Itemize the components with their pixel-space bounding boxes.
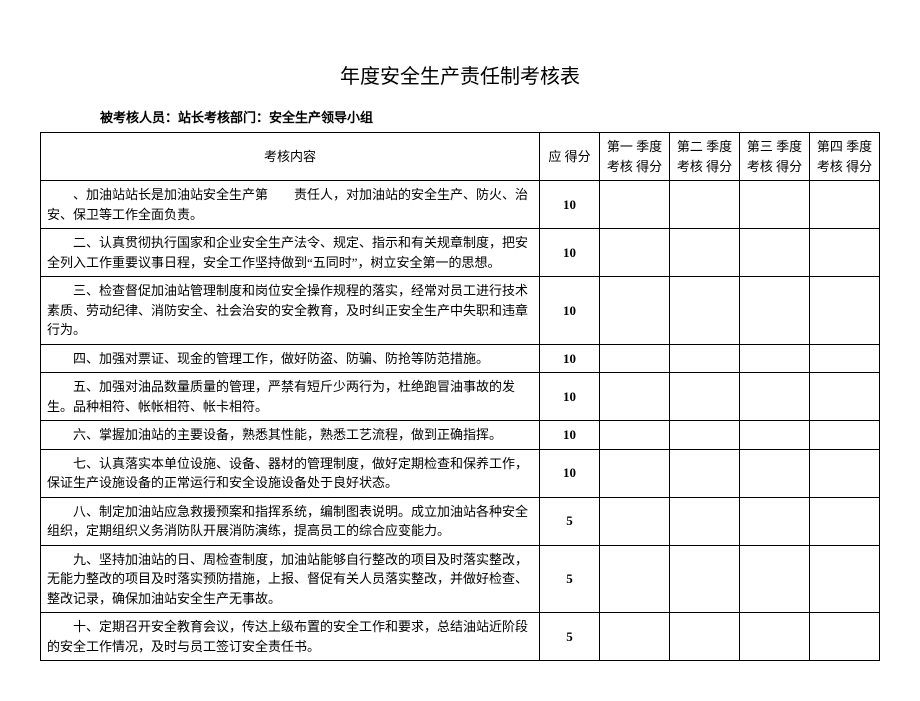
row-q3 [740, 613, 810, 661]
row-q4 [810, 373, 880, 421]
row-q4 [810, 497, 880, 545]
table-row: 四、加强对票证、现金的管理工作，做好防盗、防骗、防抢等防范措施。10 [41, 344, 880, 373]
row-content: 十、定期召开安全教育会议，传达上级布置的安全工作和要求，总结油站近阶段的安全工作… [41, 613, 540, 661]
row-q3 [740, 229, 810, 277]
row-q3 [740, 373, 810, 421]
row-q1 [600, 449, 670, 497]
row-content: 三、检查督促加油站管理制度和岗位安全操作规程的落实，经常对员工进行技术素质、劳动… [41, 277, 540, 345]
row-q1 [600, 545, 670, 613]
row-q3 [740, 545, 810, 613]
row-q1 [600, 229, 670, 277]
table-row: 五、加强对油品数量质量的管理，严禁有短斤少两行为，杜绝跑冒油事故的发生。品种相符… [41, 373, 880, 421]
table-row: 十、定期召开安全教育会议，传达上级布置的安全工作和要求，总结油站近阶段的安全工作… [41, 613, 880, 661]
row-q2 [670, 545, 740, 613]
row-content: 、加油站站长是加油站安全生产第 责任人，对加油站的安全生产、防火、治安、保卫等工… [41, 181, 540, 229]
row-q1 [600, 373, 670, 421]
row-q2 [670, 373, 740, 421]
row-q3 [740, 277, 810, 345]
row-score: 10 [540, 421, 600, 450]
row-score: 10 [540, 373, 600, 421]
col-q1: 第一 季度 考核 得分 [600, 133, 670, 181]
row-content: 八、制定加油站应急救援预案和指挥系统，编制图表说明。成立加油站各种安全组织，定期… [41, 497, 540, 545]
row-q4 [810, 344, 880, 373]
row-q4 [810, 277, 880, 345]
row-content: 四、加强对票证、现金的管理工作，做好防盗、防骗、防抢等防范措施。 [41, 344, 540, 373]
assessment-table: 考核内容 应 得分 第一 季度 考核 得分 第二 季度 考核 得分 第三 季度 … [40, 132, 880, 661]
row-score: 10 [540, 229, 600, 277]
row-q2 [670, 229, 740, 277]
row-q3 [740, 181, 810, 229]
row-q1 [600, 277, 670, 345]
col-ying: 应 得分 [540, 133, 600, 181]
row-q4 [810, 545, 880, 613]
row-score: 5 [540, 613, 600, 661]
row-q4 [810, 181, 880, 229]
col-q3: 第三 季度 考核 得分 [740, 133, 810, 181]
row-content: 二、认真贯彻执行国家和企业安全生产法令、规定、指示和有关规章制度，把安全列入工作… [41, 229, 540, 277]
row-q2 [670, 277, 740, 345]
row-score: 10 [540, 277, 600, 345]
row-q2 [670, 181, 740, 229]
row-score: 10 [540, 344, 600, 373]
row-score: 5 [540, 545, 600, 613]
row-content: 九、坚持加油站的日、周检查制度，加油站能够自行整改的项目及时落实整改，无能力整改… [41, 545, 540, 613]
row-q3 [740, 449, 810, 497]
row-q4 [810, 449, 880, 497]
row-q1 [600, 344, 670, 373]
row-q2 [670, 497, 740, 545]
row-q1 [600, 497, 670, 545]
row-q2 [670, 344, 740, 373]
table-row: 八、制定加油站应急救援预案和指挥系统，编制图表说明。成立加油站各种安全组织，定期… [41, 497, 880, 545]
col-q2: 第二 季度 考核 得分 [670, 133, 740, 181]
subhead: 被考核人员：站长考核部门：安全生产领导小组 [100, 107, 880, 126]
table-row: 六、掌握加油站的主要设备，熟悉其性能，熟悉工艺流程，做到正确指挥。10 [41, 421, 880, 450]
table-row: 、加油站站长是加油站安全生产第 责任人，对加油站的安全生产、防火、治安、保卫等工… [41, 181, 880, 229]
row-content: 六、掌握加油站的主要设备，熟悉其性能，熟悉工艺流程，做到正确指挥。 [41, 421, 540, 450]
row-q1 [600, 613, 670, 661]
row-q2 [670, 421, 740, 450]
row-q3 [740, 344, 810, 373]
row-q4 [810, 421, 880, 450]
table-row: 三、检查督促加油站管理制度和岗位安全操作规程的落实，经常对员工进行技术素质、劳动… [41, 277, 880, 345]
row-score: 5 [540, 497, 600, 545]
table-row: 二、认真贯彻执行国家和企业安全生产法令、规定、指示和有关规章制度，把安全列入工作… [41, 229, 880, 277]
row-content: 七、认真落实本单位设施、设备、器材的管理制度，做好定期检查和保养工作，保证生产设… [41, 449, 540, 497]
row-q2 [670, 613, 740, 661]
col-q4: 第四 季度 考核 得分 [810, 133, 880, 181]
row-content: 五、加强对油品数量质量的管理，严禁有短斤少两行为，杜绝跑冒油事故的发生。品种相符… [41, 373, 540, 421]
row-q1 [600, 181, 670, 229]
row-q3 [740, 421, 810, 450]
table-row: 七、认真落实本单位设施、设备、器材的管理制度，做好定期检查和保养工作，保证生产设… [41, 449, 880, 497]
row-q4 [810, 613, 880, 661]
row-q4 [810, 229, 880, 277]
row-score: 10 [540, 449, 600, 497]
row-score: 10 [540, 181, 600, 229]
page-title: 年度安全生产责任制考核表 [40, 60, 880, 89]
row-q3 [740, 497, 810, 545]
col-content: 考核内容 [41, 133, 540, 181]
row-q1 [600, 421, 670, 450]
row-q2 [670, 449, 740, 497]
table-row: 九、坚持加油站的日、周检查制度，加油站能够自行整改的项目及时落实整改，无能力整改… [41, 545, 880, 613]
